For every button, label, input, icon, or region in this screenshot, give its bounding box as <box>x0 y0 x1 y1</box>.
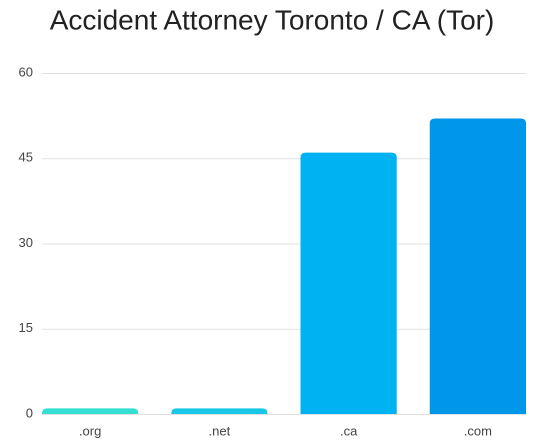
x-tick-label: .com <box>464 423 492 438</box>
x-tick-label: .org <box>79 423 101 438</box>
y-tick-label: 15 <box>19 320 33 335</box>
y-tick-label: 30 <box>19 235 33 250</box>
y-tick-label: 60 <box>19 64 33 79</box>
y-tick-label: 0 <box>26 405 33 420</box>
bar <box>429 118 526 414</box>
y-tick-label: 45 <box>19 150 33 165</box>
x-tick-label: .ca <box>340 423 358 438</box>
chart-title: Accident Attorney Toronto / CA (Tor) <box>50 4 495 35</box>
bar <box>42 408 139 414</box>
x-tick-label: .net <box>209 423 231 438</box>
bar <box>171 408 268 414</box>
bar <box>300 152 397 415</box>
